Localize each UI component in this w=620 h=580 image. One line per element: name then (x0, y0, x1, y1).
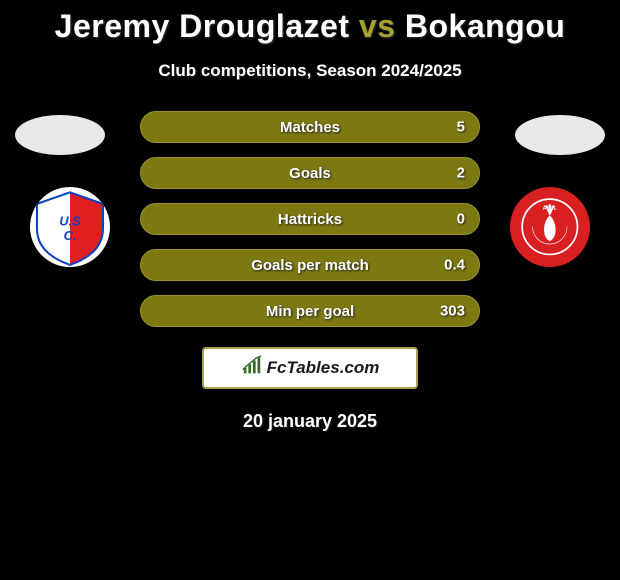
stat-right: 0 (457, 211, 465, 228)
stat-right: 0.4 (444, 257, 465, 274)
stat-row-goals: Goals 2 (140, 157, 480, 189)
shield-icon: U.S C. (30, 187, 110, 267)
subtitle: Club competitions, Season 2024/2025 (0, 61, 620, 81)
stat-row-hattricks: Hattricks 0 (140, 203, 480, 235)
svg-text:U.S: U.S (59, 213, 81, 228)
player1-name: Jeremy Drouglazet (55, 8, 350, 44)
stats-rows: Matches 5 Goals 2 Hattricks 0 Goals per … (140, 111, 480, 327)
stat-row-mpg: Min per goal 303 (140, 295, 480, 327)
player2-avatar (515, 115, 605, 155)
stat-label: Goals (289, 165, 331, 182)
chart-icon (241, 355, 263, 382)
page-title: Jeremy Drouglazet vs Bokangou (0, 0, 620, 45)
branding-box[interactable]: FcTables.com (202, 347, 418, 389)
thistle-badge-icon: ASNL (521, 198, 579, 256)
player1-avatar (15, 115, 105, 155)
stat-row-gpm: Goals per match 0.4 (140, 249, 480, 281)
branding-text: FcTables.com (267, 358, 380, 378)
stat-label: Min per goal (266, 303, 354, 320)
vs-text: vs (359, 8, 396, 44)
stat-label: Hattricks (278, 211, 342, 228)
stat-right: 2 (457, 165, 465, 182)
svg-text:ASNL: ASNL (543, 206, 557, 212)
stat-right: 303 (440, 303, 465, 320)
stat-right: 5 (457, 119, 465, 136)
stat-row-matches: Matches 5 (140, 111, 480, 143)
stat-label: Goals per match (251, 257, 369, 274)
player2-club-badge: ASNL (510, 187, 590, 267)
comparison-panel: U.S C. ASNL Matches 5 Goals 2 Hattricks … (0, 111, 620, 432)
date-text: 20 january 2025 (0, 411, 620, 432)
player1-club-badge: U.S C. (30, 187, 110, 267)
player2-name: Bokangou (405, 8, 565, 44)
svg-text:C.: C. (64, 228, 77, 243)
stat-label: Matches (280, 119, 340, 136)
